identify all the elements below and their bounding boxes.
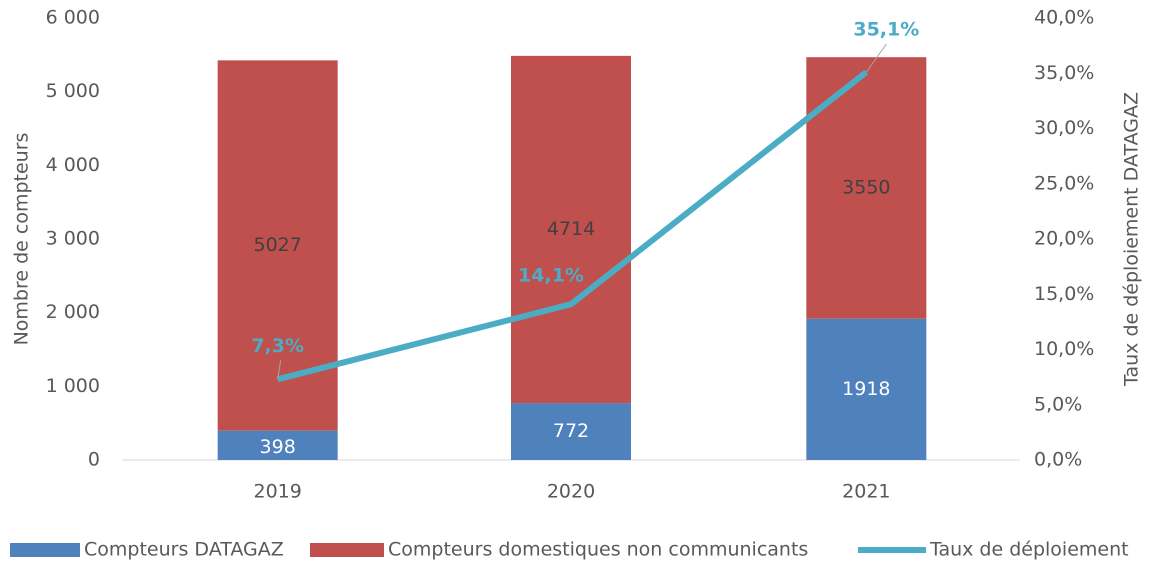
bar-segment xyxy=(217,430,338,460)
y-tick-label: 0 xyxy=(88,449,100,471)
x-tick-label: 2020 xyxy=(547,481,595,503)
y2-tick-label: 40,0% xyxy=(1034,7,1094,29)
leader-line xyxy=(277,360,282,380)
data-label: 4714 xyxy=(547,218,595,240)
bar-segment xyxy=(511,55,631,404)
y2-tick-label: 0,0% xyxy=(1034,449,1082,471)
y-tick-label: 6 000 xyxy=(46,7,100,29)
data-label: 5027 xyxy=(253,234,301,256)
y-tick-label: 4 000 xyxy=(46,154,100,176)
data-label: 1918 xyxy=(842,378,890,400)
y-tick-label: 3 000 xyxy=(46,228,100,250)
y2-tick-label: 25,0% xyxy=(1034,172,1094,194)
y-tick-label: 2 000 xyxy=(46,301,100,323)
y2-axis-title: Taux de déploiement DATAGAZ xyxy=(1121,92,1143,387)
x-tick-label: 2019 xyxy=(253,481,301,503)
legend-swatch xyxy=(310,543,384,557)
data-label: 3550 xyxy=(842,176,890,198)
y-tick-label: 1 000 xyxy=(46,375,100,397)
x-tick-label: 2021 xyxy=(842,481,890,503)
line xyxy=(276,69,869,383)
y-axis-title: Nombre de compteurs xyxy=(11,133,33,346)
line-label: 14,1% xyxy=(518,265,584,287)
y2-tick-label: 10,0% xyxy=(1034,338,1094,360)
legend-label: Compteurs DATAGAZ xyxy=(84,539,284,561)
y-tick-label: 5 000 xyxy=(46,80,100,102)
line-label: 7,3% xyxy=(251,335,304,357)
leader-line xyxy=(865,43,887,73)
data-label: 398 xyxy=(260,436,296,458)
legend-label: Taux de déploiement xyxy=(929,539,1129,561)
bar-segment xyxy=(806,318,927,460)
legend-label: Compteurs domestiques non communicants xyxy=(388,539,808,561)
data-label: 772 xyxy=(553,420,589,442)
y2-tick-label: 15,0% xyxy=(1034,283,1094,305)
y2-tick-label: 35,0% xyxy=(1034,62,1094,84)
bar-segment xyxy=(511,403,631,460)
y2-tick-label: 30,0% xyxy=(1034,117,1094,139)
y2-tick-label: 5,0% xyxy=(1034,393,1082,415)
line-label: 35,1% xyxy=(853,19,919,41)
y2-tick-label: 20,0% xyxy=(1034,228,1094,250)
legend-swatch xyxy=(10,543,80,557)
